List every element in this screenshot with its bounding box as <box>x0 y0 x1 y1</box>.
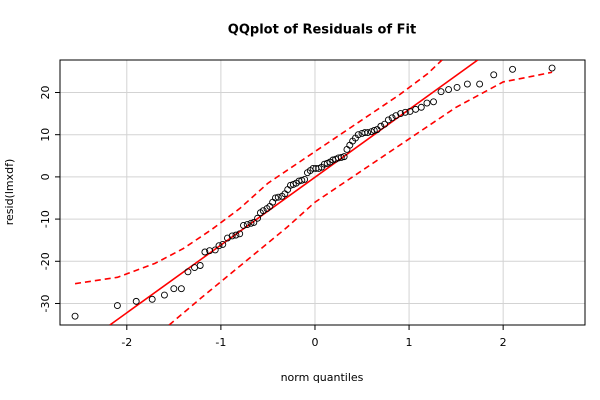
point <box>247 219 255 227</box>
point <box>301 175 309 183</box>
point <box>337 154 345 161</box>
point <box>215 242 223 250</box>
point <box>361 129 369 137</box>
x-tick-label: 2 <box>500 336 507 349</box>
x-tick-label: 0 <box>311 336 318 349</box>
point <box>417 103 425 111</box>
point <box>196 262 204 269</box>
x-tick-label: -2 <box>121 336 132 349</box>
point <box>228 232 236 240</box>
point <box>437 88 445 96</box>
point <box>509 65 517 73</box>
point <box>354 131 362 139</box>
band-line <box>74 60 443 285</box>
point <box>453 83 461 91</box>
point <box>250 219 258 226</box>
point <box>132 297 140 305</box>
point <box>364 129 372 137</box>
point <box>401 108 409 116</box>
chart-title: QQplot of Residuals of Fit <box>228 23 416 38</box>
y-tick-label: -20 <box>39 252 52 270</box>
point <box>397 110 405 118</box>
point <box>160 291 168 299</box>
point <box>254 214 262 222</box>
point <box>381 120 389 128</box>
point <box>490 71 498 79</box>
y-tick-label: -10 <box>39 210 52 228</box>
point <box>211 246 219 254</box>
point <box>259 207 267 215</box>
point <box>388 114 396 122</box>
point <box>243 221 251 229</box>
point <box>184 268 192 276</box>
y-axis-title: resid(lmxdf) <box>3 159 16 226</box>
point <box>269 198 277 206</box>
y-tick-label: 0 <box>39 173 52 180</box>
y-tick-label: 20 <box>39 85 52 99</box>
x-tick-label: -1 <box>215 336 226 349</box>
point <box>373 126 381 134</box>
y-tick-label: 10 <box>39 128 52 142</box>
point <box>232 231 240 239</box>
point <box>377 122 385 130</box>
point <box>445 86 453 93</box>
point <box>423 99 431 107</box>
reference-line <box>109 60 479 325</box>
point <box>274 193 282 201</box>
point <box>191 264 198 272</box>
point <box>170 285 178 293</box>
point <box>113 302 121 310</box>
x-tick-label: 1 <box>406 336 413 349</box>
point <box>343 146 351 153</box>
point <box>412 105 420 113</box>
point <box>384 116 392 124</box>
point <box>272 194 279 202</box>
point <box>177 285 185 293</box>
plot-area <box>71 60 556 325</box>
point <box>340 153 348 161</box>
plot-frame <box>59 59 586 326</box>
point <box>71 312 79 320</box>
point <box>148 295 156 303</box>
point <box>240 221 247 229</box>
point <box>219 240 227 248</box>
point <box>284 186 292 193</box>
point <box>201 248 209 256</box>
point <box>548 64 556 72</box>
point <box>298 176 306 184</box>
point <box>346 141 354 149</box>
point <box>236 230 244 238</box>
band-line <box>168 71 553 325</box>
point <box>476 80 484 88</box>
point <box>463 80 471 88</box>
point <box>430 98 437 106</box>
y-tick-label: -30 <box>39 294 52 312</box>
x-axis-title: norm quantiles <box>281 371 364 384</box>
point <box>370 127 378 134</box>
